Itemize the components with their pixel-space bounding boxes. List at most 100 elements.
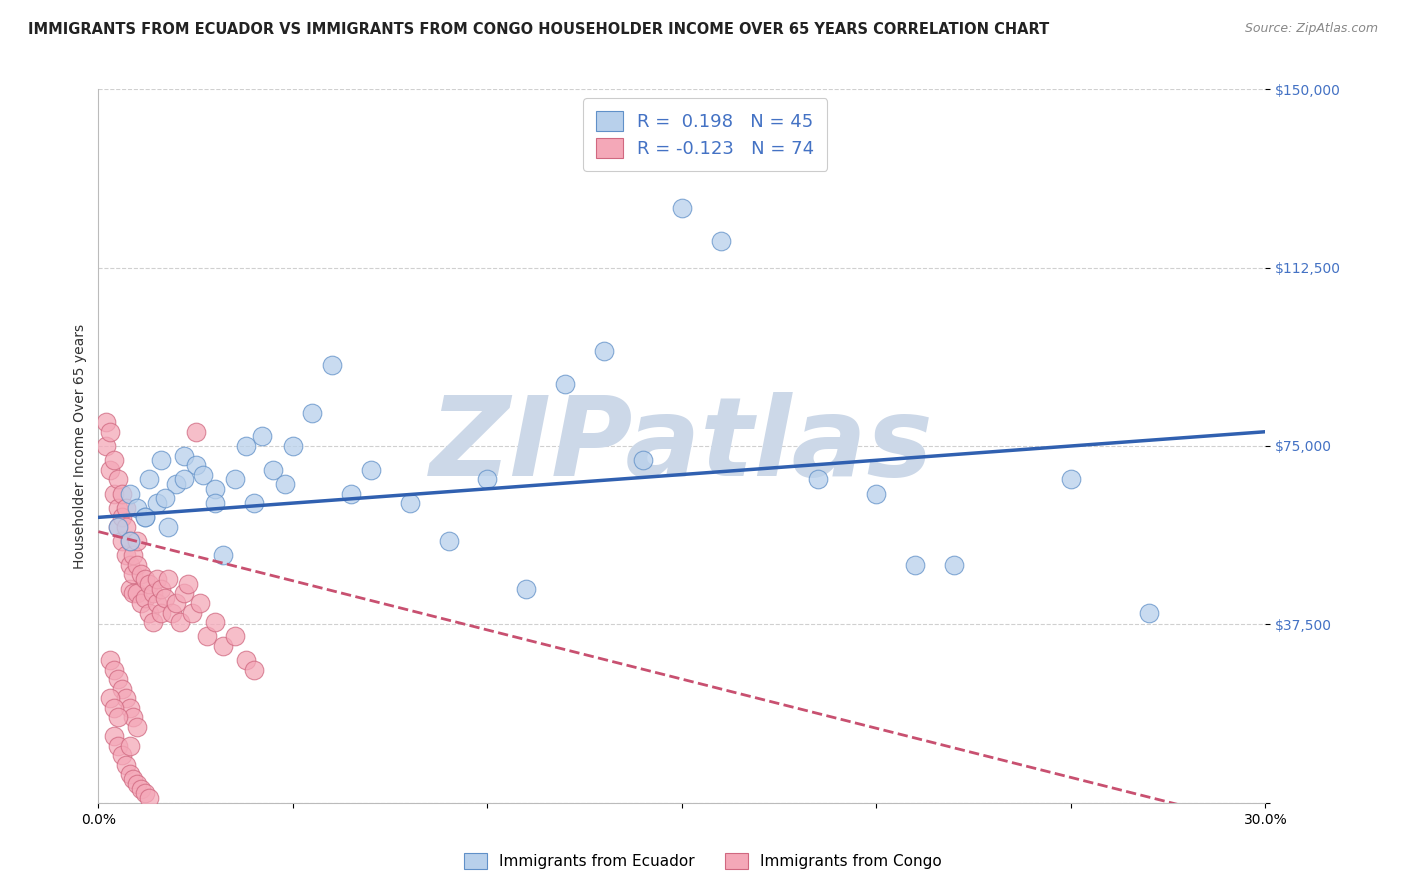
Point — [173, 472, 195, 486]
Point — [127, 720, 149, 734]
Point — [146, 596, 169, 610]
Point — [631, 453, 654, 467]
Point — [114, 549, 136, 563]
Legend: R =  0.198   N = 45, R = -0.123   N = 74: R = 0.198 N = 45, R = -0.123 N = 74 — [583, 98, 827, 170]
Point — [153, 591, 176, 606]
Point — [122, 772, 145, 786]
Point — [184, 458, 207, 472]
Point — [671, 201, 693, 215]
Point — [129, 596, 152, 610]
Point — [243, 663, 266, 677]
Point — [360, 463, 382, 477]
Text: ZIPatlas: ZIPatlas — [430, 392, 934, 500]
Point — [134, 591, 156, 606]
Point — [118, 739, 141, 753]
Point — [98, 463, 121, 477]
Point — [127, 500, 149, 515]
Point — [212, 549, 235, 563]
Point — [340, 486, 363, 500]
Point — [477, 472, 499, 486]
Point — [114, 691, 136, 706]
Point — [111, 486, 134, 500]
Point — [807, 472, 830, 486]
Point — [118, 558, 141, 572]
Point — [180, 606, 202, 620]
Point — [98, 691, 121, 706]
Point — [107, 710, 129, 724]
Point — [204, 615, 226, 629]
Point — [127, 534, 149, 549]
Point — [118, 534, 141, 549]
Point — [127, 558, 149, 572]
Point — [118, 486, 141, 500]
Point — [118, 700, 141, 714]
Point — [142, 615, 165, 629]
Point — [274, 477, 297, 491]
Point — [235, 439, 257, 453]
Point — [118, 534, 141, 549]
Point — [138, 606, 160, 620]
Point — [149, 606, 172, 620]
Point — [321, 358, 343, 372]
Text: IMMIGRANTS FROM ECUADOR VS IMMIGRANTS FROM CONGO HOUSEHOLDER INCOME OVER 65 YEAR: IMMIGRANTS FROM ECUADOR VS IMMIGRANTS FR… — [28, 22, 1049, 37]
Point — [134, 510, 156, 524]
Point — [103, 729, 125, 743]
Point — [193, 467, 215, 482]
Text: Source: ZipAtlas.com: Source: ZipAtlas.com — [1244, 22, 1378, 36]
Point — [149, 453, 172, 467]
Point — [710, 235, 733, 249]
Point — [224, 629, 246, 643]
Point — [149, 582, 172, 596]
Point — [134, 572, 156, 586]
Point — [250, 429, 273, 443]
Point — [142, 586, 165, 600]
Point — [107, 520, 129, 534]
Point — [98, 653, 121, 667]
Point — [111, 534, 134, 549]
Point — [111, 681, 134, 696]
Point — [593, 343, 616, 358]
Point — [188, 596, 211, 610]
Point — [235, 653, 257, 667]
Point — [153, 491, 176, 506]
Point — [127, 777, 149, 791]
Point — [114, 757, 136, 772]
Point — [127, 586, 149, 600]
Point — [1137, 606, 1160, 620]
Point — [173, 586, 195, 600]
Point — [107, 739, 129, 753]
Legend: Immigrants from Ecuador, Immigrants from Congo: Immigrants from Ecuador, Immigrants from… — [458, 847, 948, 875]
Point — [114, 500, 136, 515]
Point — [224, 472, 246, 486]
Point — [554, 377, 576, 392]
Point — [122, 710, 145, 724]
Point — [107, 520, 129, 534]
Point — [437, 534, 460, 549]
Point — [177, 577, 200, 591]
Point — [129, 567, 152, 582]
Point — [146, 496, 169, 510]
Point — [107, 672, 129, 686]
Point — [195, 629, 218, 643]
Point — [111, 748, 134, 763]
Point — [96, 415, 118, 429]
Point — [184, 425, 207, 439]
Point — [103, 663, 125, 677]
Point — [157, 572, 180, 586]
Point — [281, 439, 304, 453]
Point — [169, 615, 191, 629]
Point — [103, 453, 125, 467]
Point — [118, 767, 141, 781]
Point — [1060, 472, 1083, 486]
Point — [904, 558, 927, 572]
Y-axis label: Householder Income Over 65 years: Householder Income Over 65 years — [73, 324, 87, 568]
Point — [138, 577, 160, 591]
Point — [301, 406, 323, 420]
Point — [212, 639, 235, 653]
Point — [98, 425, 121, 439]
Point — [943, 558, 966, 572]
Point — [398, 496, 420, 510]
Point — [173, 449, 195, 463]
Point — [122, 567, 145, 582]
Point — [114, 520, 136, 534]
